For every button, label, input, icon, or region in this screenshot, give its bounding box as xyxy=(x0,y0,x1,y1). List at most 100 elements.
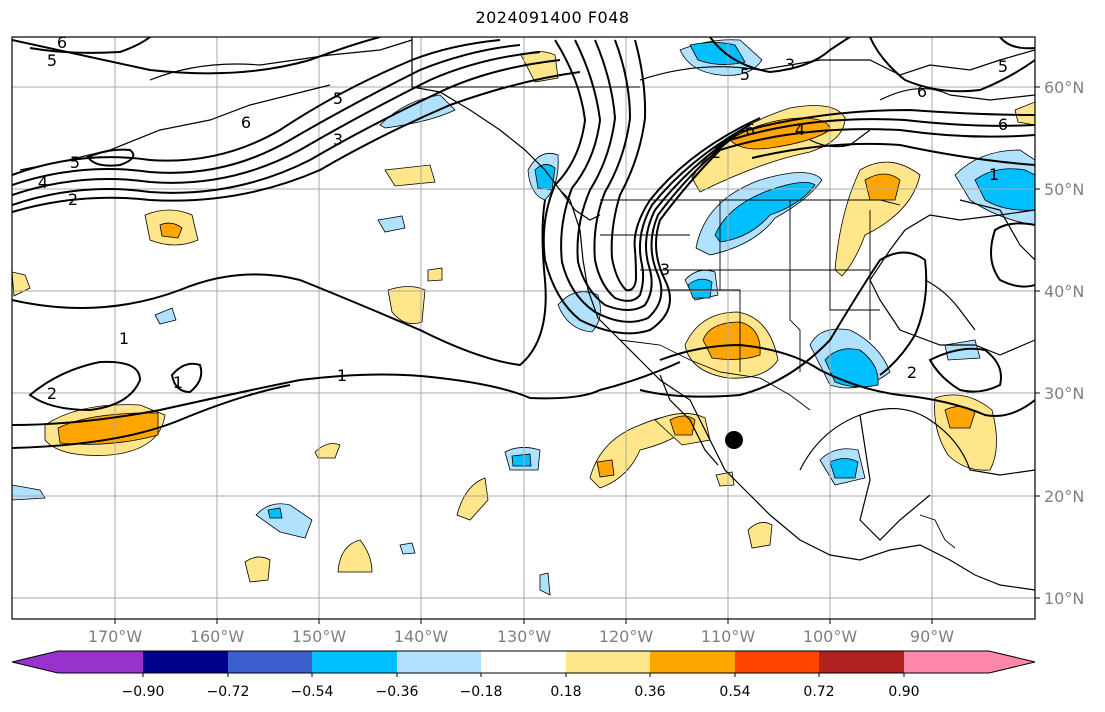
contour-label: 2 xyxy=(711,143,721,162)
lon-label: 150°W xyxy=(292,627,347,646)
strong-negative-anomaly-area xyxy=(974,168,1035,211)
contour-label: 6 xyxy=(917,82,927,101)
colorbar-segment xyxy=(58,651,143,673)
strong-negative-anomaly-area xyxy=(534,164,556,191)
contour-label: 1 xyxy=(119,329,129,348)
colorbar-extend-max xyxy=(989,651,1035,673)
colorbar-segment xyxy=(312,651,397,673)
lon-label: 170°W xyxy=(88,627,143,646)
lat-label: 50°N xyxy=(1044,180,1084,199)
contour-label: 3 xyxy=(333,130,343,149)
lon-label: 110°W xyxy=(701,627,756,646)
colorbar-segment xyxy=(566,651,650,673)
negative-anomaly-area xyxy=(399,542,416,555)
contour-label: 5 xyxy=(70,153,80,172)
colorbar-tick-label: 0.90 xyxy=(888,684,919,700)
negative-anomaly-area xyxy=(557,291,601,333)
contour-label: 2 xyxy=(907,363,917,382)
colorbar-segment xyxy=(397,651,481,673)
colorbar-tick-label: 0.18 xyxy=(550,684,581,700)
positive-anomaly-area xyxy=(427,267,443,282)
lon-label: 160°W xyxy=(190,627,245,646)
positive-anomaly-area xyxy=(387,286,426,325)
colorbar-segment xyxy=(735,651,819,673)
positive-anomaly-area xyxy=(384,164,436,187)
positive-anomaly-area xyxy=(747,522,773,549)
strong-positive-anomaly-area xyxy=(159,222,183,239)
colorbar-tick-label: −0.90 xyxy=(122,684,165,700)
colorbar-tick-label: −0.36 xyxy=(376,684,419,700)
lon-label: 120°W xyxy=(599,627,654,646)
strong-negative-anomaly-area xyxy=(511,453,532,467)
negative-anomaly-area xyxy=(377,215,406,233)
negative-anomaly-area xyxy=(12,484,46,501)
latitude-labels: 60°N 50°N 40°N 30°N 20°N 10°N xyxy=(1044,78,1084,608)
lat-label: 60°N xyxy=(1044,78,1084,97)
contour-label: 2 xyxy=(47,384,57,403)
colorbar-labels: −0.90 −0.72 −0.54 −0.36 −0.18 0.18 0.36 … xyxy=(122,684,920,700)
negative-anomaly-area xyxy=(539,572,551,596)
lon-label: 130°W xyxy=(497,627,552,646)
negative-anomaly-area xyxy=(255,503,313,539)
map-title: 2024091400 F048 xyxy=(475,8,630,27)
colorbar-tick-label: −0.72 xyxy=(207,684,250,700)
colorbar-segment xyxy=(228,651,312,673)
contour-labels: 6 5 5 6 4 2 3 5 1 1 2 1 5 3 6 4 2 6 5 6 … xyxy=(38,33,1008,403)
colorbar-segment xyxy=(650,651,735,673)
lat-label: 30°N xyxy=(1044,384,1084,403)
lon-label: 100°W xyxy=(803,627,858,646)
negative-anomaly-area xyxy=(154,307,177,325)
contour-lines xyxy=(12,37,1035,449)
positive-anomaly-area xyxy=(244,556,271,583)
colorbar xyxy=(11,650,1036,677)
country-borders xyxy=(412,86,956,549)
longitude-labels: 170°W 160°W 150°W 140°W 130°W 120°W 110°… xyxy=(88,627,954,646)
lat-label: 10°N xyxy=(1044,589,1084,608)
colorbar-segment xyxy=(481,651,566,673)
colorbar-tick-label: 0.72 xyxy=(803,684,834,700)
contour-label: 6 xyxy=(998,115,1008,134)
colorbar-tick-label: −0.54 xyxy=(291,684,334,700)
colorbar-tick-label: 0.54 xyxy=(719,684,750,700)
colorbar-extend-min xyxy=(12,651,58,673)
lon-label: 140°W xyxy=(394,627,449,646)
strong-negative-anomaly-area xyxy=(267,507,283,519)
contour-label: 6 xyxy=(57,33,67,52)
lat-label: 20°N xyxy=(1044,487,1084,506)
axis-ticks xyxy=(114,86,1040,624)
contour-label: 1 xyxy=(173,373,183,392)
contour-label: 2 xyxy=(68,190,78,209)
strong-positive-anomaly-area xyxy=(702,321,761,360)
positive-anomaly-area xyxy=(12,271,31,297)
colorbar-tick-label: 0.36 xyxy=(634,684,665,700)
contour-label: 5 xyxy=(740,65,750,84)
location-marker xyxy=(725,431,743,449)
lat-label: 40°N xyxy=(1044,282,1084,301)
strong-positive-anomaly-area xyxy=(669,415,696,436)
colorbar-segment xyxy=(143,651,228,673)
contour-label: 5 xyxy=(333,89,343,108)
contour-label: 5 xyxy=(47,51,57,70)
colorbar-outline xyxy=(11,650,1036,674)
positive-anomaly-area xyxy=(1014,101,1035,126)
contour-label: 1 xyxy=(337,366,347,385)
contour-label: 3 xyxy=(785,55,795,74)
contour-label: 3 xyxy=(660,260,670,279)
contour-label: 6 xyxy=(745,120,755,139)
colorbar-segment xyxy=(904,651,989,673)
map-plot-area: 6 5 5 6 4 2 3 5 1 1 2 1 5 3 6 4 2 6 5 6 … xyxy=(12,33,1035,619)
graticule xyxy=(12,37,1035,619)
contour-label: 4 xyxy=(795,120,805,139)
strong-positive-anomaly-area xyxy=(864,173,901,201)
contour-label: 4 xyxy=(38,173,48,192)
positive-anomaly-area xyxy=(834,161,921,277)
positive-anomaly-area xyxy=(337,539,373,573)
colorbar-tick-label: −0.18 xyxy=(460,684,503,700)
positive-anomaly-area xyxy=(456,477,489,521)
strong-negative-anomaly-area xyxy=(689,42,746,65)
strong-negative-anomaly-area xyxy=(687,278,713,299)
contour-label: 5 xyxy=(998,57,1008,76)
strong-positive-anomaly-area xyxy=(596,459,615,478)
positive-anomaly-area xyxy=(715,471,735,487)
